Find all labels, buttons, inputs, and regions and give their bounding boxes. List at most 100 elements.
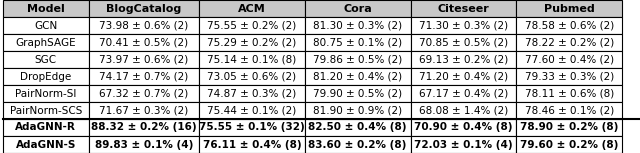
Bar <box>305 85 411 102</box>
Text: Pubmed: Pubmed <box>544 4 595 13</box>
Text: 83.60 ± 0.2% (8): 83.60 ± 0.2% (8) <box>308 140 407 149</box>
Bar <box>89 34 199 51</box>
Text: 89.83 ± 0.1% (4): 89.83 ± 0.1% (4) <box>95 140 193 149</box>
Bar <box>3 51 89 68</box>
Bar <box>199 119 305 136</box>
Bar <box>89 17 199 34</box>
Text: 72.03 ± 0.1% (4): 72.03 ± 0.1% (4) <box>414 140 513 149</box>
Bar <box>516 136 622 153</box>
Bar <box>3 68 89 85</box>
Bar <box>305 17 411 34</box>
Bar <box>3 119 89 136</box>
Text: 68.08 ± 1.4% (2): 68.08 ± 1.4% (2) <box>419 106 508 116</box>
Bar <box>3 17 89 34</box>
Bar <box>516 51 622 68</box>
Text: PairNorm-SCS: PairNorm-SCS <box>10 106 82 116</box>
Bar <box>199 17 305 34</box>
Text: 75.44 ± 0.1% (2): 75.44 ± 0.1% (2) <box>207 106 296 116</box>
Bar <box>3 102 89 119</box>
Bar <box>199 68 305 85</box>
Bar <box>199 136 305 153</box>
Bar <box>411 68 516 85</box>
Bar <box>89 0 199 17</box>
Text: 67.17 ± 0.4% (2): 67.17 ± 0.4% (2) <box>419 88 508 99</box>
Bar <box>199 102 305 119</box>
Bar <box>305 136 411 153</box>
Bar <box>305 119 411 136</box>
Bar <box>89 119 199 136</box>
Text: DropEdge: DropEdge <box>20 71 71 82</box>
Text: 75.29 ± 0.2% (2): 75.29 ± 0.2% (2) <box>207 37 296 47</box>
Bar <box>3 0 89 17</box>
Text: 71.30 ± 0.3% (2): 71.30 ± 0.3% (2) <box>419 21 508 30</box>
Bar <box>3 136 89 153</box>
Bar <box>411 136 516 153</box>
Text: 78.58 ± 0.6% (2): 78.58 ± 0.6% (2) <box>525 21 614 30</box>
Text: 80.75 ± 0.1% (2): 80.75 ± 0.1% (2) <box>313 37 403 47</box>
Text: 74.87 ± 0.3% (2): 74.87 ± 0.3% (2) <box>207 88 296 99</box>
Text: 73.05 ± 0.6% (2): 73.05 ± 0.6% (2) <box>207 71 296 82</box>
Text: 79.90 ± 0.5% (2): 79.90 ± 0.5% (2) <box>313 88 403 99</box>
Text: 79.33 ± 0.3% (2): 79.33 ± 0.3% (2) <box>525 71 614 82</box>
Text: 75.14 ± 0.1% (8): 75.14 ± 0.1% (8) <box>207 54 296 65</box>
Text: 79.86 ± 0.5% (2): 79.86 ± 0.5% (2) <box>313 54 403 65</box>
Text: 76.11 ± 0.4% (8): 76.11 ± 0.4% (8) <box>203 140 301 149</box>
Text: Model: Model <box>27 4 65 13</box>
Text: AdaGNN-S: AdaGNN-S <box>15 140 76 149</box>
Bar <box>411 85 516 102</box>
Bar <box>305 51 411 68</box>
Bar <box>411 102 516 119</box>
Bar <box>516 0 622 17</box>
Text: 71.20 ± 0.4% (2): 71.20 ± 0.4% (2) <box>419 71 508 82</box>
Text: 75.55 ± 0.2% (2): 75.55 ± 0.2% (2) <box>207 21 296 30</box>
Bar <box>3 34 89 51</box>
Text: 75.55 ± 0.1% (32): 75.55 ± 0.1% (32) <box>199 123 305 132</box>
Text: 70.85 ± 0.5% (2): 70.85 ± 0.5% (2) <box>419 37 508 47</box>
Text: 73.98 ± 0.6% (2): 73.98 ± 0.6% (2) <box>99 21 189 30</box>
Bar <box>89 68 199 85</box>
Bar <box>516 102 622 119</box>
Text: 67.32 ± 0.7% (2): 67.32 ± 0.7% (2) <box>99 88 189 99</box>
Bar <box>305 34 411 51</box>
Bar <box>516 85 622 102</box>
Text: 78.22 ± 0.2% (2): 78.22 ± 0.2% (2) <box>525 37 614 47</box>
Bar <box>411 51 516 68</box>
Text: 81.30 ± 0.3% (2): 81.30 ± 0.3% (2) <box>313 21 403 30</box>
Text: Citeseer: Citeseer <box>438 4 490 13</box>
Bar <box>305 68 411 85</box>
Text: 78.90 ± 0.2% (8): 78.90 ± 0.2% (8) <box>520 123 618 132</box>
Bar <box>516 17 622 34</box>
Text: 82.50 ± 0.4% (8): 82.50 ± 0.4% (8) <box>308 123 407 132</box>
Bar <box>89 102 199 119</box>
Bar <box>89 85 199 102</box>
Bar <box>411 119 516 136</box>
Text: 74.17 ± 0.7% (2): 74.17 ± 0.7% (2) <box>99 71 189 82</box>
Text: 88.32 ± 0.2% (16): 88.32 ± 0.2% (16) <box>91 123 196 132</box>
Text: Cora: Cora <box>343 4 372 13</box>
Text: PairNorm-SI: PairNorm-SI <box>15 88 76 99</box>
Bar <box>199 51 305 68</box>
Bar <box>89 51 199 68</box>
Bar <box>516 119 622 136</box>
Text: ACM: ACM <box>238 4 266 13</box>
Text: 70.90 ± 0.4% (8): 70.90 ± 0.4% (8) <box>414 123 513 132</box>
Bar <box>516 68 622 85</box>
Text: 81.90 ± 0.9% (2): 81.90 ± 0.9% (2) <box>313 106 403 116</box>
Bar <box>305 0 411 17</box>
Text: 77.60 ± 0.4% (2): 77.60 ± 0.4% (2) <box>525 54 614 65</box>
Text: GCN: GCN <box>34 21 58 30</box>
Text: 71.67 ± 0.3% (2): 71.67 ± 0.3% (2) <box>99 106 189 116</box>
Text: 79.60 ± 0.2% (8): 79.60 ± 0.2% (8) <box>520 140 618 149</box>
Bar <box>199 85 305 102</box>
Text: SGC: SGC <box>35 54 57 65</box>
Text: 73.97 ± 0.6% (2): 73.97 ± 0.6% (2) <box>99 54 189 65</box>
Bar <box>199 0 305 17</box>
Text: AdaGNN-R: AdaGNN-R <box>15 123 76 132</box>
Bar <box>411 17 516 34</box>
Bar <box>199 34 305 51</box>
Bar <box>411 0 516 17</box>
Text: 69.13 ± 0.2% (2): 69.13 ± 0.2% (2) <box>419 54 508 65</box>
Bar <box>516 34 622 51</box>
Text: BlogCatalog: BlogCatalog <box>106 4 182 13</box>
Bar <box>3 85 89 102</box>
